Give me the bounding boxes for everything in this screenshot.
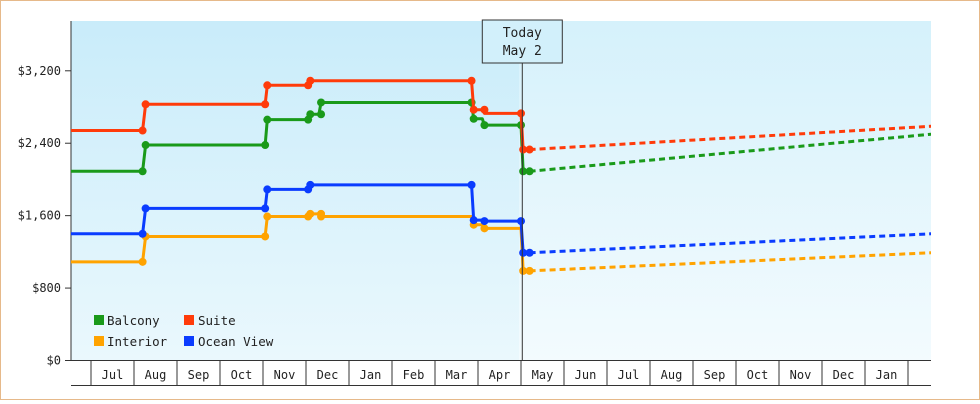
data-point — [306, 209, 315, 218]
legend-swatch-balcony — [94, 315, 104, 325]
data-point — [306, 180, 315, 189]
x-axis: Jul Aug Sep Oct Nov Dec Jan Feb Mar Apr May Jun Jul A… — [71, 361, 931, 386]
x-tick-label: May — [532, 368, 554, 382]
x-tick-label: Jun — [575, 368, 597, 382]
series-history-line — [71, 183, 530, 255]
x-tick-label: Dec — [317, 368, 339, 382]
legend-swatch-ocean-view — [184, 336, 194, 346]
x-tick-label: Aug — [145, 368, 167, 382]
legend-label-balcony: Balcony — [107, 313, 160, 328]
data-point — [317, 98, 326, 107]
series-history-line — [71, 100, 530, 173]
data-point — [138, 167, 147, 176]
data-point — [480, 105, 489, 114]
data-point — [467, 76, 476, 85]
data-point — [480, 217, 489, 226]
legend-label-interior: Interior — [107, 334, 168, 349]
x-tick-label: Nov — [274, 368, 296, 382]
series-layer — [71, 76, 931, 275]
legend-label-ocean-view: Ocean View — [198, 334, 274, 349]
legend-label-suite: Suite — [198, 313, 236, 328]
data-point — [306, 110, 315, 119]
data-point — [261, 232, 270, 241]
x-tick-label: Apr — [489, 368, 511, 382]
data-point — [525, 145, 534, 154]
y-tick-label: $1,600 — [18, 209, 61, 223]
today-label-line1: Today — [503, 26, 542, 41]
series-history-line — [71, 79, 530, 152]
x-tick-label: Feb — [403, 368, 425, 382]
legend-swatch-suite — [184, 315, 194, 325]
data-point — [263, 81, 272, 90]
x-tick-label: Jul — [618, 368, 640, 382]
data-point — [517, 109, 525, 118]
data-point — [138, 229, 147, 238]
data-point — [467, 180, 476, 189]
plot-background-future — [519, 21, 931, 360]
data-point — [317, 110, 326, 119]
data-point — [141, 204, 150, 213]
today-marker: Today May 2 — [481, 19, 563, 64]
x-tick-label: Nov — [790, 368, 812, 382]
series-balcony — [71, 98, 931, 176]
y-tick-label: $0 — [47, 354, 61, 368]
x-tick-label: Jul — [102, 368, 124, 382]
data-point — [138, 257, 147, 266]
today-label-box — [481, 19, 563, 64]
data-point — [261, 204, 270, 213]
data-point — [141, 141, 150, 150]
series-forecast-line — [529, 251, 931, 273]
data-point — [263, 115, 272, 124]
data-point — [263, 212, 272, 221]
series-forecast-line — [529, 232, 931, 255]
data-point — [141, 100, 150, 109]
series-ocean-view — [71, 180, 931, 257]
x-tick-label: Jan — [876, 368, 898, 382]
y-axis: $0 $800 $1,600 $2,400 $3,200 — [18, 21, 931, 368]
series-suite — [71, 76, 931, 154]
data-point — [469, 114, 478, 123]
x-tick-label: Dec — [833, 368, 855, 382]
series-forecast-line — [529, 124, 931, 152]
data-point — [263, 185, 272, 194]
data-point — [519, 145, 528, 154]
data-point — [525, 248, 534, 257]
x-tick-label: Sep — [188, 368, 210, 382]
x-tick-label: Mar — [446, 368, 468, 382]
data-point — [138, 126, 147, 135]
y-tick-label: $800 — [32, 281, 61, 295]
data-point — [469, 216, 478, 225]
x-tick-label: Aug — [661, 368, 683, 382]
series-interior — [71, 209, 931, 275]
x-tick-label: Oct — [747, 368, 769, 382]
data-point — [261, 100, 270, 109]
x-tick-label: Oct — [231, 368, 253, 382]
data-point — [525, 266, 534, 275]
y-tick-label: $2,400 — [18, 136, 61, 150]
data-point — [480, 224, 489, 233]
data-point — [261, 141, 270, 150]
data-point — [306, 76, 315, 85]
data-point — [480, 121, 489, 130]
today-label-line2: May 2 — [503, 44, 542, 59]
y-tick-label: $3,200 — [18, 64, 61, 78]
legend-swatch-interior — [94, 336, 104, 346]
legend: Balcony Suite Interior Ocean View — [94, 313, 274, 349]
data-point — [317, 212, 326, 221]
data-point — [519, 248, 528, 257]
data-point — [517, 217, 525, 226]
x-tick-label: Sep — [704, 368, 726, 382]
x-tick-label: Jan — [360, 368, 382, 382]
data-point — [525, 167, 534, 176]
data-point — [519, 266, 528, 275]
series-forecast-line — [529, 132, 931, 173]
data-point — [469, 105, 478, 114]
data-point — [519, 167, 528, 176]
